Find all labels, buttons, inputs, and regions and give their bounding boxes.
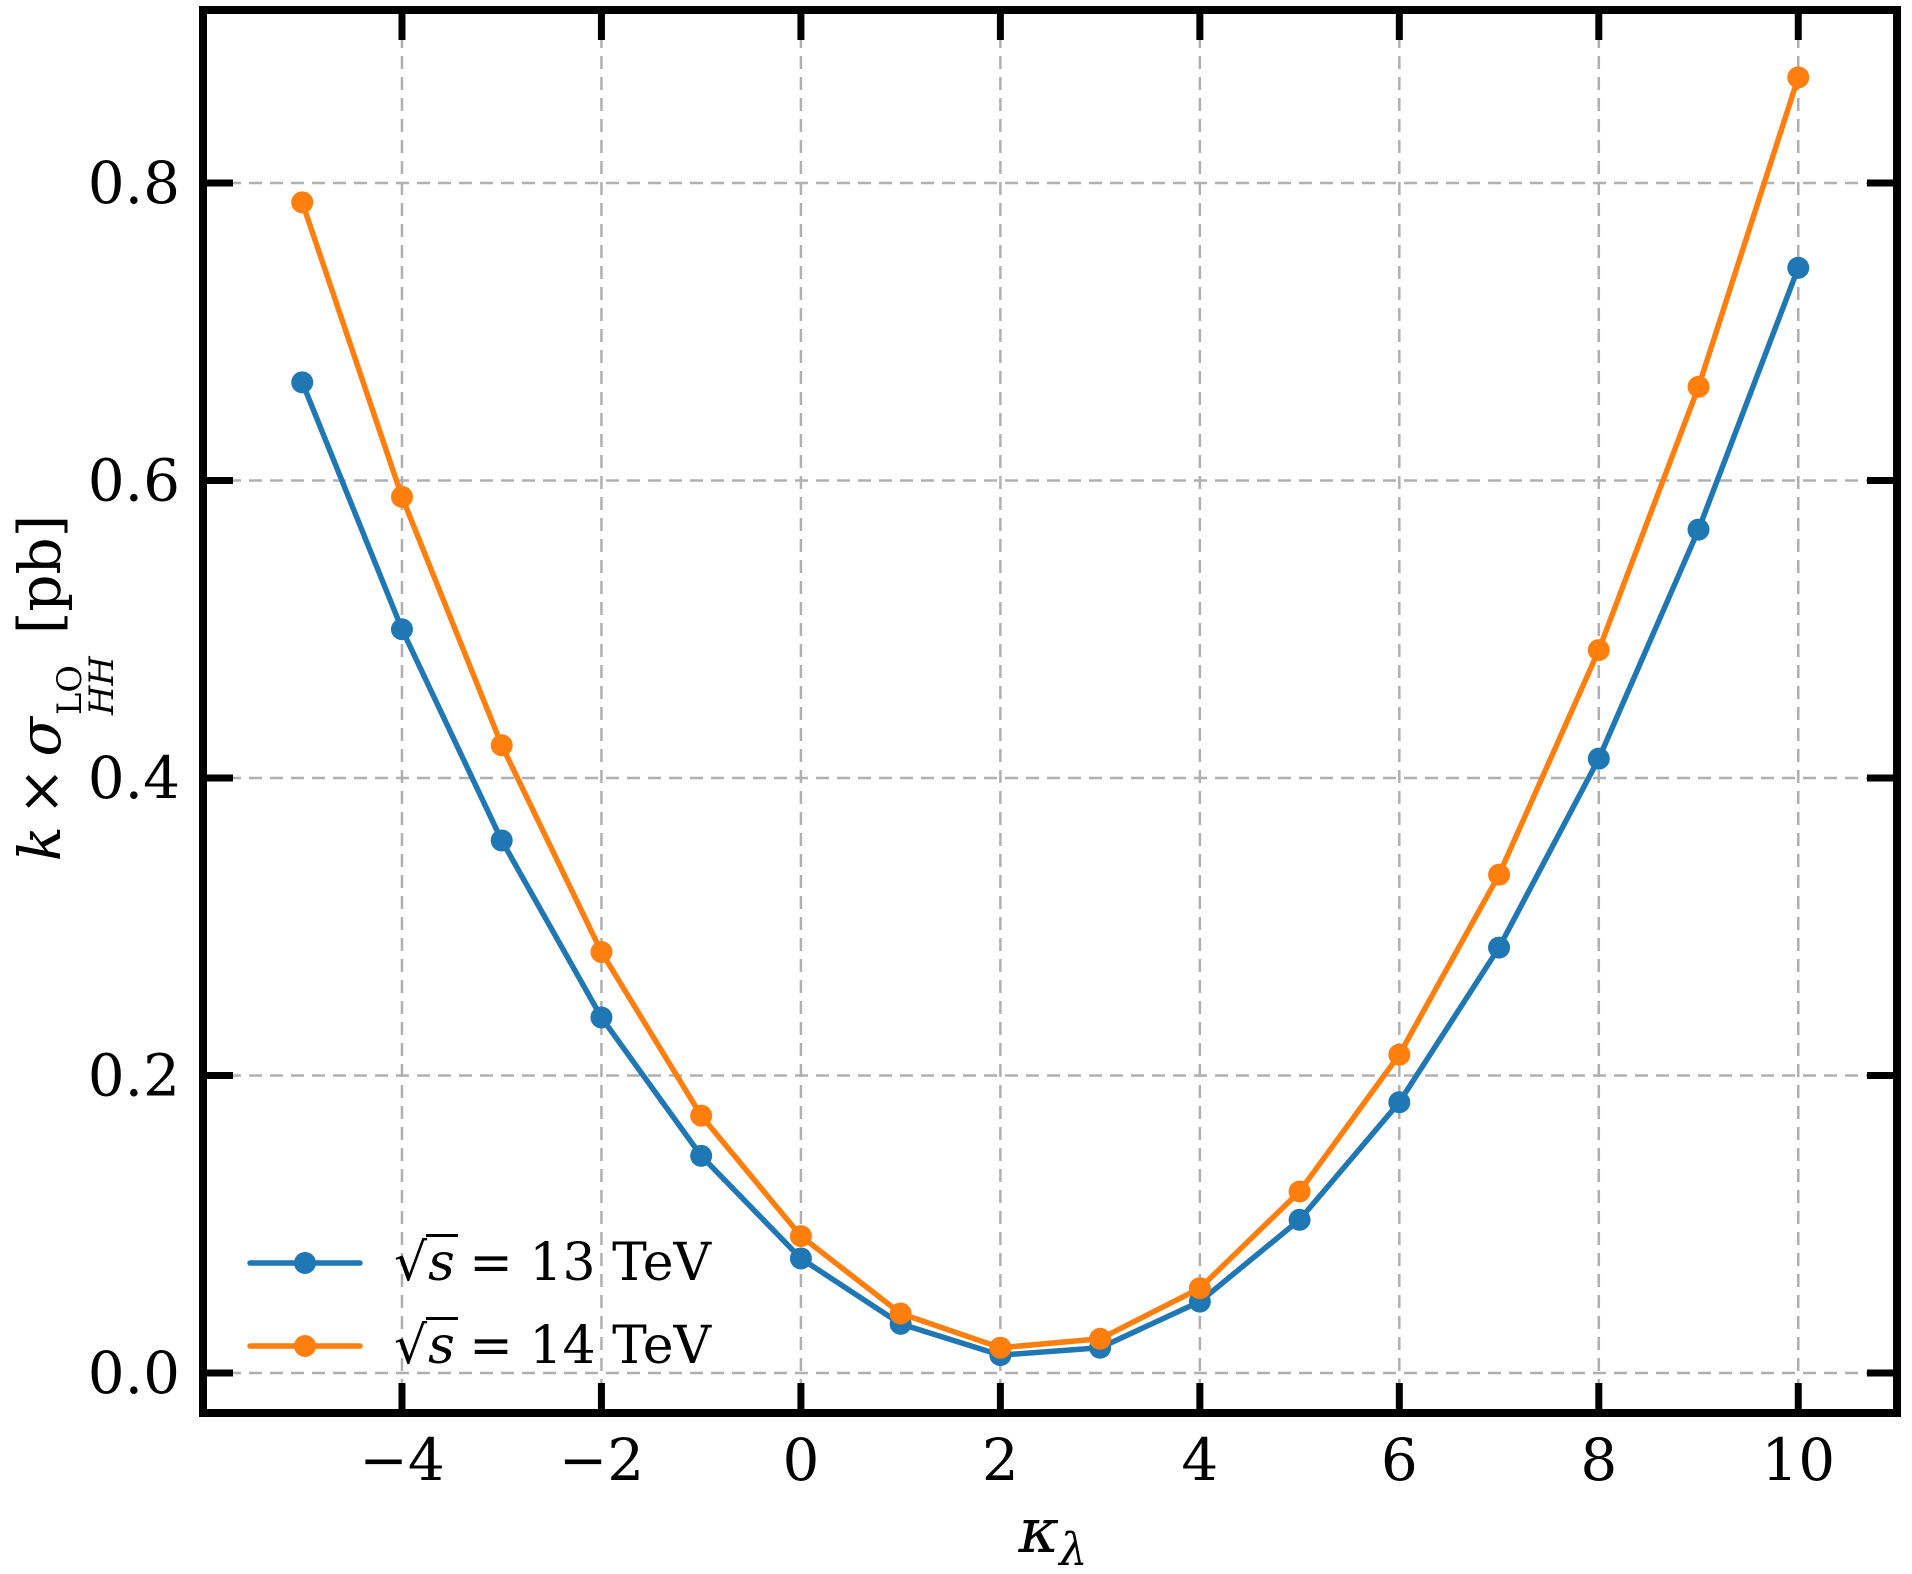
data-point	[390, 618, 413, 641]
y-label-superscript: LO	[49, 665, 89, 715]
y-label-subscript: HH	[81, 656, 121, 715]
legend-label-text: = 14 TeV	[469, 1316, 712, 1376]
x-tick-label: 8	[1580, 1426, 1617, 1494]
data-point	[889, 1302, 912, 1325]
data-point	[490, 829, 513, 852]
sqrt-symbol: √	[394, 1316, 428, 1376]
sqrt-symbol: √	[394, 1233, 428, 1293]
x-tick-label: 2	[982, 1426, 1019, 1494]
data-point	[1388, 1091, 1411, 1114]
x-tick-label: −4	[359, 1426, 445, 1494]
legend-label-text: = 13 TeV	[469, 1233, 712, 1293]
legend-samples	[247, 1252, 363, 1357]
data-point	[1787, 66, 1810, 89]
data-point	[590, 1006, 613, 1029]
legend-sample-marker	[294, 1335, 316, 1357]
tick-labels: −4 −2 0 2 4 6 8 10 0.0 0.2 0.4 0.6 0.8	[88, 149, 1835, 1494]
y-tick-label: 0.0	[88, 1339, 180, 1407]
data-point	[989, 1336, 1012, 1359]
data-point	[1587, 639, 1610, 662]
data-point	[789, 1225, 812, 1248]
x-label-symbol: κ	[1018, 1494, 1060, 1567]
y-label-unit: [pb]	[6, 514, 75, 635]
series-14tev	[291, 66, 1810, 1359]
sqrt-argument: s	[426, 1317, 458, 1373]
plot-frame	[199, 6, 1901, 1417]
data-point	[690, 1104, 713, 1127]
data-point	[1288, 1180, 1311, 1203]
data-point	[1687, 518, 1710, 541]
data-point	[1388, 1043, 1411, 1066]
y-tick-label: 0.6	[88, 446, 180, 514]
data-point	[1288, 1208, 1311, 1231]
x-tick-label: −2	[559, 1426, 645, 1494]
x-axis-label: κλ	[983, 1494, 1123, 1574]
x-tick-label: 6	[1381, 1426, 1418, 1494]
data-point	[1089, 1327, 1112, 1350]
data-point	[390, 485, 413, 508]
x-tick-label: 10	[1761, 1426, 1835, 1494]
series-line	[299, 265, 1802, 1358]
y-label-sigma: σ	[6, 716, 75, 757]
data-point	[690, 1144, 713, 1167]
x-tick-label: 4	[1181, 1426, 1218, 1494]
data-point	[490, 734, 513, 757]
data-point	[1488, 936, 1511, 959]
ticks	[207, 14, 1893, 1409]
data-point	[1488, 863, 1511, 886]
data-point	[1687, 375, 1710, 398]
gridlines	[207, 14, 1893, 1409]
y-label-scripts: LO HH	[49, 656, 121, 715]
data-point	[291, 191, 314, 214]
x-tick-label: 0	[782, 1426, 819, 1494]
y-label-k: k	[6, 826, 75, 862]
data-point	[1587, 747, 1610, 770]
y-tick-label: 0.2	[88, 1041, 180, 1109]
y-label-times: ×	[6, 767, 75, 816]
legend-item-14tev: √s = 14 TeV	[394, 1313, 711, 1379]
x-label-subscript: λ	[1059, 1523, 1088, 1574]
y-tick-label: 0.8	[88, 149, 180, 217]
y-tick-label: 0.4	[88, 744, 180, 812]
data-point	[1188, 1277, 1211, 1300]
series-13tev	[291, 256, 1810, 1367]
y-axis-label: k×σ LO HH [pb]	[6, 514, 121, 862]
data-point	[1787, 256, 1810, 279]
sqrt-argument: s	[426, 1234, 458, 1290]
data-point	[590, 941, 613, 964]
series-line	[299, 74, 1802, 1351]
data-point	[789, 1247, 812, 1270]
data-point	[291, 371, 314, 394]
legend-item-13tev: √s = 13 TeV	[394, 1230, 711, 1296]
legend-sample-marker	[294, 1252, 316, 1274]
